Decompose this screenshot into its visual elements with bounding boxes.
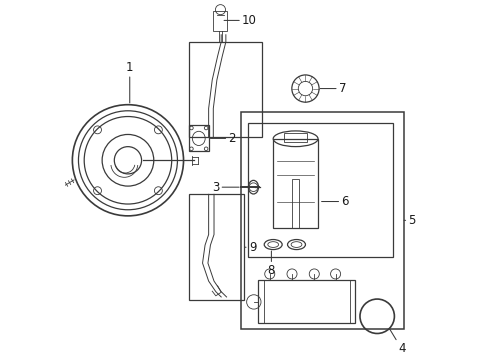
Text: 7: 7 bbox=[320, 82, 346, 95]
Text: 4: 4 bbox=[388, 328, 405, 355]
Bar bbox=[292, 179, 299, 228]
Bar bbox=[188, 126, 208, 151]
Bar bbox=[247, 123, 392, 257]
Bar bbox=[241, 112, 403, 329]
Bar bbox=[188, 42, 262, 137]
Text: 9: 9 bbox=[244, 241, 256, 254]
Text: 2: 2 bbox=[210, 132, 235, 145]
Text: 6: 6 bbox=[321, 195, 348, 208]
Text: 5: 5 bbox=[403, 214, 415, 227]
Bar bbox=[284, 134, 306, 142]
Bar bbox=[258, 280, 354, 323]
Text: 3: 3 bbox=[212, 181, 239, 194]
Text: 10: 10 bbox=[224, 14, 256, 27]
Bar bbox=[188, 194, 244, 300]
Bar bbox=[213, 12, 226, 31]
Text: 1: 1 bbox=[126, 61, 133, 103]
Bar bbox=[273, 139, 317, 228]
Text: 8: 8 bbox=[267, 251, 275, 277]
